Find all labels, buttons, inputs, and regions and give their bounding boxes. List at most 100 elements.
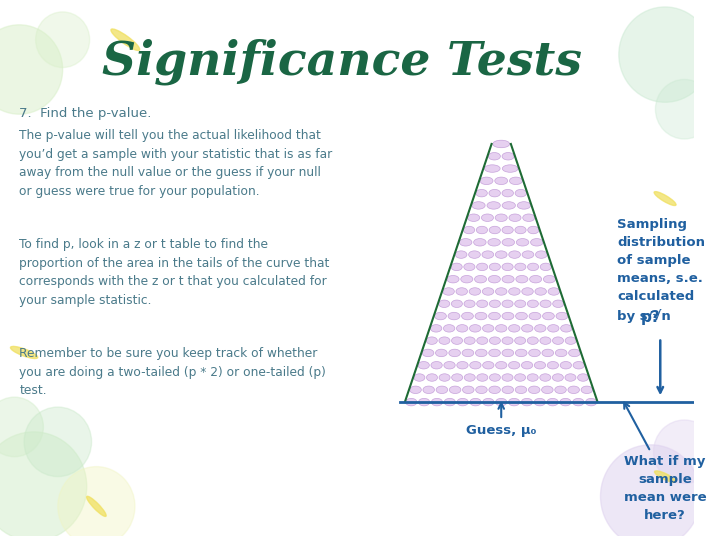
Ellipse shape bbox=[561, 325, 572, 332]
Ellipse shape bbox=[552, 337, 564, 345]
Ellipse shape bbox=[461, 275, 473, 283]
Ellipse shape bbox=[527, 300, 539, 307]
Ellipse shape bbox=[544, 275, 555, 283]
Circle shape bbox=[0, 25, 63, 114]
Ellipse shape bbox=[502, 226, 513, 234]
Ellipse shape bbox=[469, 361, 481, 369]
Ellipse shape bbox=[482, 214, 493, 221]
Ellipse shape bbox=[654, 471, 675, 482]
Ellipse shape bbox=[490, 263, 500, 271]
Ellipse shape bbox=[502, 312, 514, 320]
Ellipse shape bbox=[451, 374, 463, 381]
Ellipse shape bbox=[477, 226, 487, 234]
Ellipse shape bbox=[522, 251, 534, 258]
Ellipse shape bbox=[457, 399, 468, 406]
Ellipse shape bbox=[462, 349, 474, 357]
Ellipse shape bbox=[568, 386, 580, 394]
Ellipse shape bbox=[456, 288, 467, 295]
Ellipse shape bbox=[410, 386, 421, 394]
Ellipse shape bbox=[438, 300, 450, 307]
Ellipse shape bbox=[502, 300, 513, 307]
Ellipse shape bbox=[490, 337, 500, 345]
Ellipse shape bbox=[508, 361, 520, 369]
Ellipse shape bbox=[502, 349, 514, 357]
Ellipse shape bbox=[482, 251, 494, 258]
Ellipse shape bbox=[426, 374, 438, 381]
Ellipse shape bbox=[502, 239, 515, 246]
Ellipse shape bbox=[444, 399, 456, 406]
Circle shape bbox=[0, 397, 43, 457]
Ellipse shape bbox=[489, 226, 500, 234]
Ellipse shape bbox=[540, 374, 551, 381]
Ellipse shape bbox=[535, 288, 546, 295]
Ellipse shape bbox=[502, 201, 516, 209]
Ellipse shape bbox=[488, 239, 500, 246]
Ellipse shape bbox=[489, 349, 500, 357]
Ellipse shape bbox=[439, 337, 450, 345]
Text: Remember to be sure you keep track of whether
you are doing a two-tailed (p * 2): Remember to be sure you keep track of wh… bbox=[19, 348, 326, 397]
Ellipse shape bbox=[405, 399, 417, 406]
Ellipse shape bbox=[414, 374, 425, 381]
Ellipse shape bbox=[477, 337, 488, 345]
Text: What if my
sample
mean were
here?: What if my sample mean were here? bbox=[624, 455, 706, 522]
Ellipse shape bbox=[502, 337, 513, 345]
Ellipse shape bbox=[482, 361, 494, 369]
Ellipse shape bbox=[485, 165, 500, 172]
Ellipse shape bbox=[464, 226, 474, 234]
Ellipse shape bbox=[515, 263, 526, 271]
Ellipse shape bbox=[522, 288, 534, 295]
Ellipse shape bbox=[548, 325, 559, 332]
Ellipse shape bbox=[521, 399, 533, 406]
Ellipse shape bbox=[542, 349, 554, 357]
Ellipse shape bbox=[554, 386, 567, 394]
Ellipse shape bbox=[502, 386, 513, 394]
Text: Sampling
distribution
of sample
means, s.e.
calculated
by s/√n: Sampling distribution of sample means, s… bbox=[617, 218, 705, 323]
Text: The p-value will tell you the actual likelihood that
you’d get a sample with you: The p-value will tell you the actual lik… bbox=[19, 129, 333, 198]
Ellipse shape bbox=[516, 386, 527, 394]
Ellipse shape bbox=[431, 399, 443, 406]
Ellipse shape bbox=[489, 312, 500, 320]
Ellipse shape bbox=[502, 152, 514, 160]
Ellipse shape bbox=[521, 361, 533, 369]
Circle shape bbox=[654, 420, 715, 483]
Ellipse shape bbox=[521, 325, 533, 332]
Ellipse shape bbox=[431, 325, 442, 332]
Ellipse shape bbox=[534, 399, 546, 406]
Ellipse shape bbox=[476, 386, 487, 394]
Ellipse shape bbox=[444, 325, 455, 332]
Ellipse shape bbox=[451, 337, 462, 345]
Ellipse shape bbox=[489, 386, 500, 394]
Ellipse shape bbox=[516, 312, 528, 320]
Ellipse shape bbox=[542, 312, 554, 320]
Ellipse shape bbox=[451, 300, 462, 307]
Ellipse shape bbox=[418, 399, 430, 406]
Ellipse shape bbox=[528, 349, 540, 357]
Ellipse shape bbox=[474, 239, 486, 246]
Ellipse shape bbox=[431, 361, 442, 369]
Ellipse shape bbox=[459, 239, 472, 246]
Ellipse shape bbox=[443, 288, 454, 295]
Ellipse shape bbox=[527, 337, 539, 345]
Ellipse shape bbox=[508, 325, 520, 332]
Ellipse shape bbox=[516, 349, 527, 357]
Ellipse shape bbox=[448, 312, 460, 320]
Ellipse shape bbox=[547, 399, 558, 406]
Ellipse shape bbox=[464, 374, 475, 381]
Ellipse shape bbox=[508, 288, 520, 295]
Ellipse shape bbox=[495, 399, 507, 406]
Ellipse shape bbox=[530, 275, 541, 283]
Ellipse shape bbox=[426, 337, 437, 345]
Ellipse shape bbox=[482, 288, 494, 295]
Ellipse shape bbox=[472, 201, 485, 209]
Ellipse shape bbox=[495, 251, 507, 258]
Ellipse shape bbox=[474, 275, 487, 283]
Text: Guess, μ₀: Guess, μ₀ bbox=[466, 424, 536, 437]
Ellipse shape bbox=[490, 374, 500, 381]
Ellipse shape bbox=[487, 201, 500, 209]
Ellipse shape bbox=[449, 349, 461, 357]
Ellipse shape bbox=[422, 349, 434, 357]
Ellipse shape bbox=[573, 361, 585, 369]
Ellipse shape bbox=[508, 399, 520, 406]
Ellipse shape bbox=[111, 29, 140, 50]
Ellipse shape bbox=[456, 361, 468, 369]
